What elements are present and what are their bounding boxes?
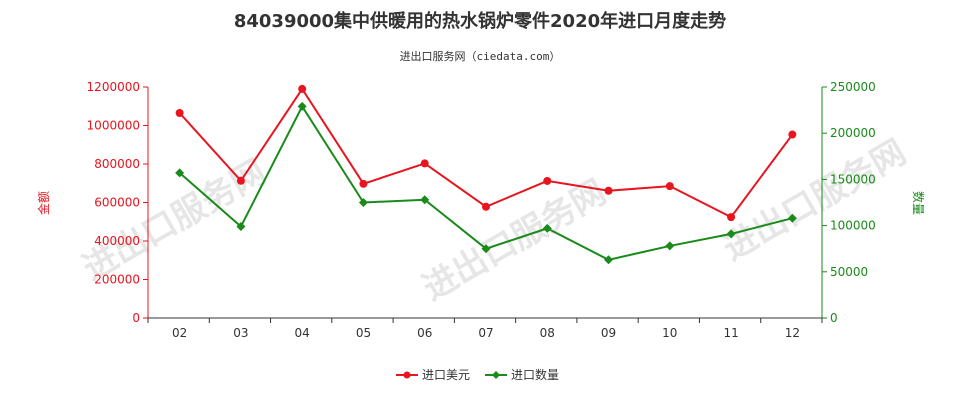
x-tick-label: 11	[723, 326, 738, 340]
data-point-usd[interactable]	[175, 108, 184, 117]
chart-title: 84039000集中供暖用的热水锅炉零件2020年进口月度走势	[234, 10, 726, 32]
x-tick-label: 05	[356, 326, 371, 340]
x-axis: 02 03 04 05 06 07 08 09 10 11 12	[147, 317, 823, 340]
data-point-usd[interactable]	[788, 130, 797, 139]
series-layer	[175, 84, 797, 265]
right-tick-label: 100000	[830, 219, 876, 233]
legend-marker-quantity	[492, 371, 500, 379]
data-point-usd[interactable]	[420, 159, 429, 168]
right-tick-label: 0	[830, 311, 838, 325]
data-point-usd[interactable]	[727, 213, 736, 222]
data-point-usd[interactable]	[359, 179, 368, 188]
data-point-quantity[interactable]	[420, 195, 430, 205]
watermark-text: 进出口服务网	[416, 172, 613, 309]
right-tick-label: 250000	[830, 80, 876, 94]
legend-item-usd[interactable]: 进口美元	[396, 368, 470, 382]
x-tick-label: 04	[295, 326, 310, 340]
data-point-quantity[interactable]	[726, 229, 736, 239]
left-axis-label: 金额	[36, 191, 51, 215]
legend: 进口美元 进口数量	[396, 367, 559, 382]
left-tick-label: 0	[132, 311, 140, 325]
watermark-text: 进出口服务网	[716, 132, 913, 269]
data-point-quantity[interactable]	[297, 101, 307, 111]
data-point-quantity[interactable]	[542, 223, 552, 233]
right-y-axis: 0 50000 100000 150000 200000 250000	[821, 80, 876, 325]
data-point-usd[interactable]	[665, 182, 674, 191]
right-tick-label: 150000	[830, 172, 876, 186]
data-point-quantity[interactable]	[236, 222, 246, 232]
data-point-quantity[interactable]	[481, 244, 491, 254]
data-point-usd[interactable]	[236, 176, 245, 185]
chart-subtitle: 进出口服务网（ciedata.com）	[400, 49, 561, 63]
series-line-0	[178, 87, 794, 219]
left-tick-label: 600000	[94, 196, 140, 210]
x-tick-label: 02	[172, 326, 187, 340]
left-tick-label: 800000	[94, 157, 140, 171]
left-tick-label: 200000	[94, 273, 140, 287]
left-y-axis: 0 200000 400000 600000 800000 1000000 1200000	[87, 80, 149, 325]
data-point-usd[interactable]	[604, 186, 613, 195]
legend-label-quantity: 进口数量	[511, 367, 559, 382]
right-tick-label: 50000	[830, 265, 868, 279]
data-point-usd[interactable]	[298, 84, 307, 93]
x-tick-label: 12	[785, 326, 800, 340]
right-tick-label: 200000	[830, 126, 876, 140]
legend-label-usd: 进口美元	[422, 368, 470, 382]
data-point-quantity[interactable]	[604, 255, 614, 265]
left-tick-label: 1000000	[87, 119, 140, 133]
data-point-quantity[interactable]	[175, 168, 185, 178]
data-point-quantity[interactable]	[358, 198, 368, 207]
legend-item-quantity[interactable]: 进口数量	[485, 367, 559, 382]
x-tick-label: 06	[417, 326, 432, 340]
x-tick-label: 10	[662, 326, 677, 340]
x-tick-label: 08	[540, 326, 555, 340]
x-tick-label: 03	[233, 326, 248, 340]
x-tick-label: 07	[478, 326, 493, 340]
data-point-usd[interactable]	[482, 202, 490, 211]
data-point-quantity[interactable]	[787, 213, 797, 223]
data-point-quantity[interactable]	[665, 241, 675, 251]
left-tick-label: 400000	[94, 234, 140, 248]
legend-marker-usd	[403, 371, 411, 379]
data-point-usd[interactable]	[543, 176, 552, 185]
right-axis-label: 数量	[911, 191, 926, 215]
left-tick-label: 1200000	[87, 80, 140, 94]
x-tick-label: 09	[601, 326, 616, 340]
